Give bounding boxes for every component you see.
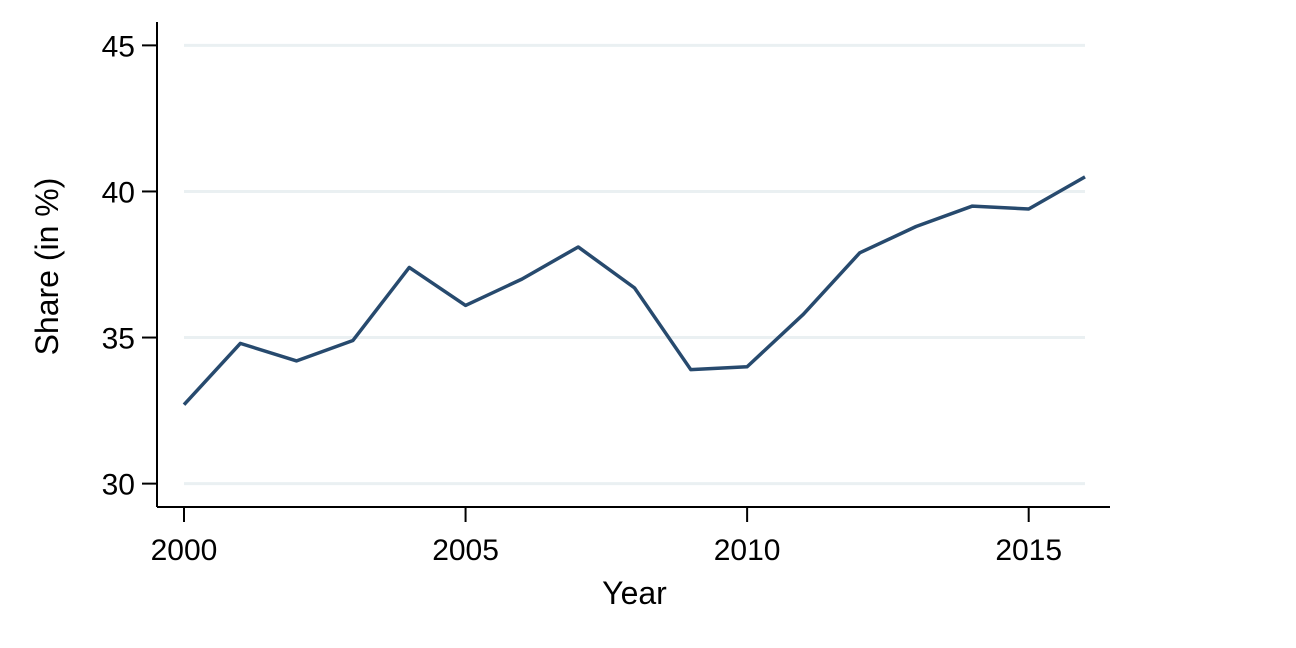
x-tick-label: 2005 [432, 534, 499, 567]
series-line [182, 175, 1086, 406]
y-axis-title: Share (in %) [29, 178, 65, 356]
x-tick-label: 2000 [151, 534, 218, 567]
x-axis-title: Year [602, 575, 667, 611]
x-axis-ticks: 2000 2005 2010 2015 [151, 507, 1062, 567]
x-tick-label: 2010 [714, 534, 781, 567]
y-tick-label: 40 [102, 176, 135, 209]
y-axis-ticks: 30 35 40 45 [102, 30, 157, 502]
y-tick-label: 30 [102, 469, 135, 502]
series-layer [182, 175, 1086, 406]
x-tick-label: 2015 [995, 534, 1062, 567]
y-tick-label: 45 [102, 30, 135, 63]
gridlines [184, 43, 1085, 486]
y-tick-label: 35 [102, 323, 135, 356]
